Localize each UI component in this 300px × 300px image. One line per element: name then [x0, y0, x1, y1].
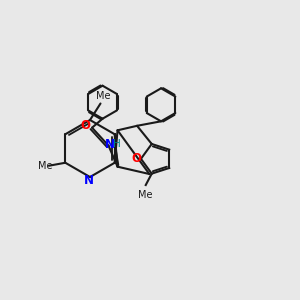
Text: Me: Me — [139, 190, 153, 200]
Text: Me: Me — [96, 91, 110, 101]
Text: N: N — [105, 138, 115, 151]
Text: Me: Me — [38, 161, 52, 171]
Text: O: O — [80, 119, 90, 132]
Text: O: O — [132, 152, 142, 165]
Text: N: N — [83, 174, 94, 187]
Text: H: H — [113, 139, 121, 149]
